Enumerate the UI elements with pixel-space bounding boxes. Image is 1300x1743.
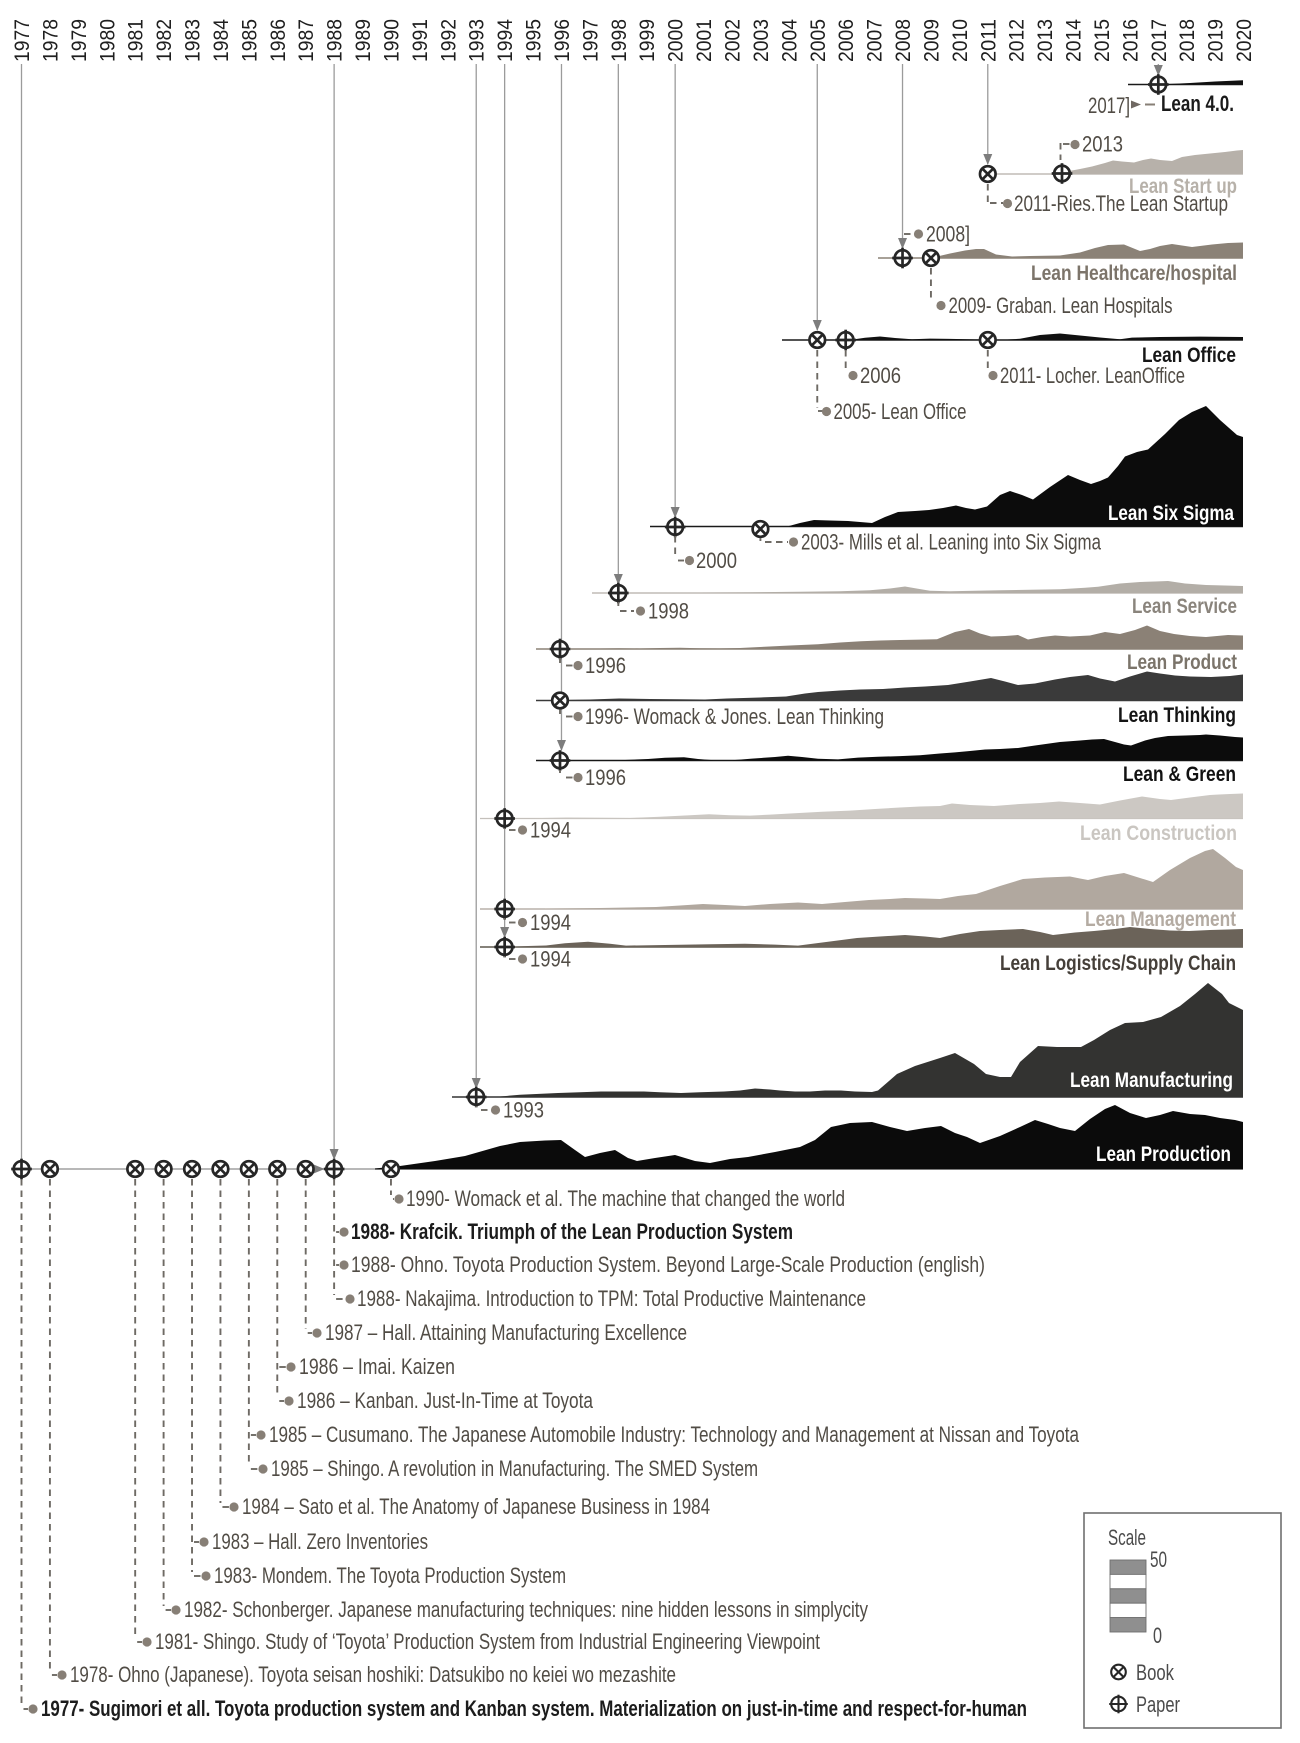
svg-text:0: 0 [1153,1623,1162,1648]
svg-text:2003- Mills et al. Leaning int: 2003- Mills et al. Leaning into Six Sigm… [801,530,1102,555]
svg-text:1994: 1994 [494,19,517,62]
svg-text:1982- Schonberger. Japanese ma: 1982- Schonberger. Japanese manufacturin… [184,1597,868,1622]
svg-text:2018: 2018 [1176,19,1199,62]
svg-text:1987 – Hall. Attaining Manufa: 1987 – Hall. Attaining Manufacturing Exc… [325,1320,687,1345]
svg-text:2011: 2011 [977,19,1000,62]
svg-text:2001: 2001 [693,19,716,62]
svg-text:1994: 1994 [530,818,571,843]
svg-text:1978: 1978 [39,19,62,62]
svg-text:2015: 2015 [1091,19,1114,62]
svg-text:2017]: 2017] [1088,93,1130,118]
svg-text:1991: 1991 [409,19,432,62]
svg-text:1990: 1990 [381,19,404,62]
svg-text:1993: 1993 [503,1098,544,1123]
svg-text:2003: 2003 [750,19,773,62]
svg-text:1997: 1997 [579,19,602,62]
svg-text:2013: 2013 [1034,19,1057,62]
svg-text:1978- Ohno (Japanese). Toyota: 1978- Ohno (Japanese). Toyota seisan hos… [70,1662,676,1687]
svg-text:1992: 1992 [437,19,460,62]
svg-text:2012: 2012 [1006,19,1029,62]
svg-text:1983: 1983 [182,19,205,62]
svg-text:1983- Mondem. The Toyota Produ: 1983- Mondem. The Toyota Production Syst… [214,1563,566,1588]
svg-text:2009- Graban. Lean Hospitals: 2009- Graban. Lean Hospitals [949,293,1173,318]
svg-text:1993: 1993 [466,19,489,62]
svg-text:Lean Construction: Lean Construction [1080,822,1237,845]
svg-text:2011- Locher. LeanOffice: 2011- Locher. LeanOffice [1000,363,1185,388]
svg-text:1981: 1981 [125,19,148,62]
svg-text:Lean Thinking: Lean Thinking [1118,704,1236,727]
svg-text:1994: 1994 [530,947,571,972]
svg-text:2020: 2020 [1233,19,1256,62]
svg-text:1995: 1995 [523,19,546,62]
svg-text:2007: 2007 [864,19,887,62]
svg-text:1984: 1984 [210,19,233,62]
svg-text:1998: 1998 [608,19,631,62]
svg-text:Lean Production: Lean Production [1096,1143,1231,1166]
svg-text:2008: 2008 [892,19,915,62]
svg-text:1996: 1996 [585,653,626,678]
svg-text:1996: 1996 [585,765,626,790]
svg-text:1984 – Sato et al. The Anatomy: 1984 – Sato et al. The Anatomy of Japane… [242,1494,710,1519]
svg-text:1987: 1987 [295,19,318,62]
svg-text:50: 50 [1150,1547,1167,1572]
svg-text:1989: 1989 [352,19,375,62]
svg-text:1988: 1988 [324,19,347,62]
svg-text:1977: 1977 [11,19,34,62]
svg-text:2010: 2010 [949,19,972,62]
svg-text:2000: 2000 [696,548,737,573]
svg-text:2016: 2016 [1119,19,1142,62]
svg-text:1990- Womack et al. The machin: 1990- Womack et al. The machine that cha… [406,1186,845,1211]
svg-text:Scale: Scale [1108,1525,1146,1550]
svg-text:2006: 2006 [835,19,858,62]
svg-text:1988- Ohno. Toyota Production: 1988- Ohno. Toyota Production System. Be… [351,1252,985,1277]
svg-text:1998: 1998 [648,599,689,624]
svg-text:2011-Ries.The Lean Startup: 2011-Ries.The Lean Startup [1014,191,1228,216]
svg-text:1994: 1994 [530,910,571,935]
svg-text:2006: 2006 [860,363,901,388]
svg-text:Lean 4.0.: Lean 4.0. [1161,91,1234,116]
svg-text:2005: 2005 [807,19,830,62]
svg-text:1996: 1996 [551,19,574,62]
svg-text:2017: 2017 [1148,19,1171,62]
svg-text:Lean Healthcare/hospital: Lean Healthcare/hospital [1031,262,1237,285]
svg-text:1977- Sugimori et all. Toyota: 1977- Sugimori et all. Toyota production… [41,1696,1027,1721]
svg-text:1980: 1980 [96,19,119,62]
svg-text:1981- Shingo. Study of ‘Toyota: 1981- Shingo. Study of ‘Toyota’ Producti… [155,1629,820,1654]
svg-text:1988- Nakajima. Introduction t: 1988- Nakajima. Introduction to TPM: Tot… [357,1286,866,1311]
svg-text:2013: 2013 [1082,132,1123,157]
svg-text:Lean Six Sigma: Lean Six Sigma [1108,502,1234,525]
svg-text:Lean Product: Lean Product [1127,651,1237,674]
svg-text:Paper: Paper [1136,1692,1180,1717]
svg-text:2014: 2014 [1063,19,1086,62]
svg-text:1986: 1986 [267,19,290,62]
svg-text:2008]: 2008] [926,222,970,247]
svg-text:2000: 2000 [665,19,688,62]
svg-text:1986 – Kanban. Just-In-Time a: 1986 – Kanban. Just-In-Time at Toyota [297,1388,594,1413]
svg-text:Lean Manufacturing: Lean Manufacturing [1070,1069,1233,1092]
svg-text:1996- Womack & Jones. Lean Thi: 1996- Womack & Jones. Lean Thinking [585,704,884,729]
svg-text:2002: 2002 [722,19,745,62]
svg-text:1986 – Imai. Kaizen: 1986 – Imai. Kaizen [299,1354,455,1379]
svg-text:2009: 2009 [920,19,943,62]
svg-text:1982: 1982 [153,19,176,62]
svg-text:2005- Lean Office: 2005- Lean Office [834,399,967,424]
svg-text:2004: 2004 [778,19,801,62]
svg-text:Lean Logistics/Supply Chain: Lean Logistics/Supply Chain [1000,952,1236,975]
svg-text:Lean Office: Lean Office [1142,344,1236,367]
svg-text:1979: 1979 [68,19,91,62]
svg-text:Lean Service: Lean Service [1132,595,1237,618]
svg-text:Lean Management: Lean Management [1085,908,1236,931]
svg-text:1985 – Shingo. A revolution in: 1985 – Shingo. A revolution in Manufactu… [271,1456,758,1481]
svg-text:1988- Krafcik. Triumph of the: 1988- Krafcik. Triumph of the Lean Produ… [351,1219,793,1244]
svg-text:1985: 1985 [238,19,261,62]
svg-text:2019: 2019 [1205,19,1228,62]
svg-text:Book: Book [1136,1660,1175,1685]
svg-text:1985 – Cusumano. The Japanese: 1985 – Cusumano. The Japanese Automobile… [269,1422,1080,1447]
svg-text:Lean Start up: Lean Start up [1129,175,1237,198]
svg-text:Lean & Green: Lean & Green [1123,763,1236,786]
svg-text:1999: 1999 [636,19,659,62]
svg-text:1983 – Hall. Zero Inventories: 1983 – Hall. Zero Inventories [212,1529,428,1554]
